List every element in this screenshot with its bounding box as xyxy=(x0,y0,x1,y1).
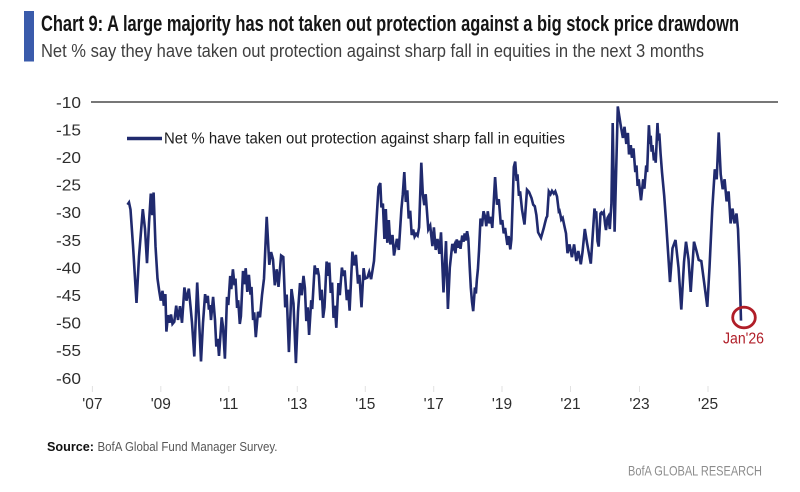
svg-text:-15: -15 xyxy=(56,122,81,139)
svg-text:-45: -45 xyxy=(56,288,81,305)
svg-text:Net % say they have taken out: Net % say they have taken out protection… xyxy=(41,40,704,61)
svg-text:-25: -25 xyxy=(56,178,81,195)
svg-text:Chart 9: A large majority has: Chart 9: A large majority has not taken … xyxy=(41,11,739,36)
svg-text:'21: '21 xyxy=(560,396,580,413)
svg-text:'23: '23 xyxy=(629,396,649,413)
svg-text:BofA Global Fund Manager Surve: BofA Global Fund Manager Survey. xyxy=(98,439,278,454)
svg-text:Net % have taken out protectio: Net % have taken out protection against … xyxy=(164,131,565,148)
svg-text:Source:: Source: xyxy=(47,439,94,454)
svg-text:'15: '15 xyxy=(355,396,375,413)
svg-text:Jan'26: Jan'26 xyxy=(723,331,764,348)
svg-text:'17: '17 xyxy=(424,396,444,413)
svg-text:-50: -50 xyxy=(56,316,81,333)
svg-text:'11: '11 xyxy=(219,396,238,413)
svg-text:-40: -40 xyxy=(56,260,81,277)
svg-text:-30: -30 xyxy=(56,205,81,222)
svg-text:-10: -10 xyxy=(56,95,81,112)
svg-text:-55: -55 xyxy=(56,343,81,360)
svg-text:'25: '25 xyxy=(698,396,718,413)
svg-text:'07: '07 xyxy=(82,396,102,413)
svg-text:-20: -20 xyxy=(56,150,81,167)
svg-text:'19: '19 xyxy=(492,396,512,413)
svg-text:BofA GLOBAL RESEARCH: BofA GLOBAL RESEARCH xyxy=(628,463,762,479)
svg-text:'13: '13 xyxy=(287,396,307,413)
svg-text:-60: -60 xyxy=(56,371,81,388)
svg-text:-35: -35 xyxy=(56,233,81,250)
svg-text:'09: '09 xyxy=(151,396,171,413)
